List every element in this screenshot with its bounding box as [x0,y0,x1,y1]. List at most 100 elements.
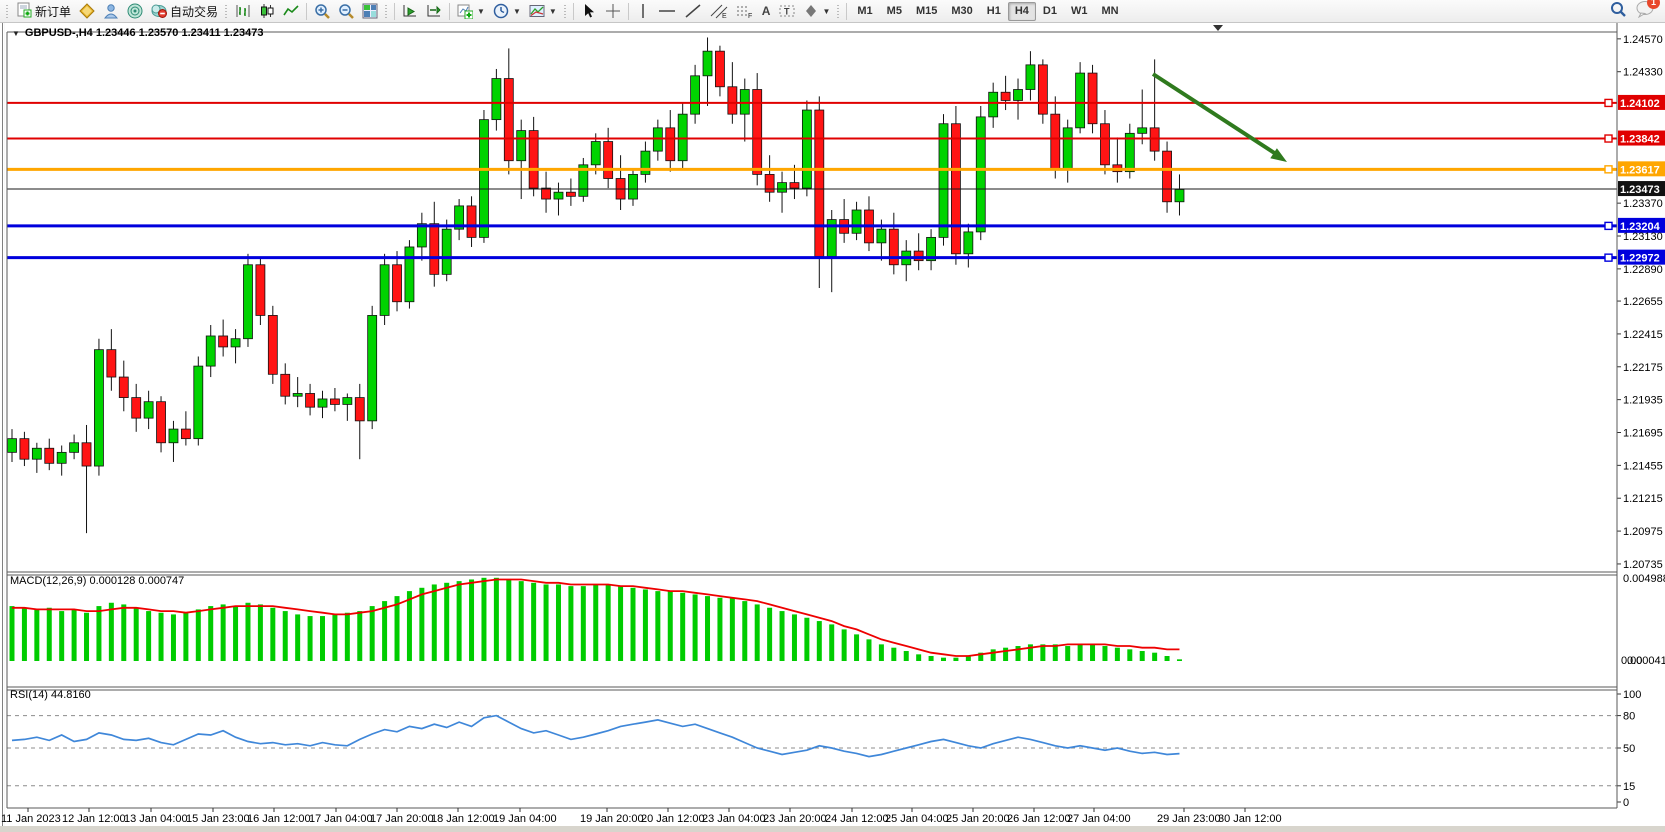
macd-histogram-bar [332,614,338,661]
candle-body [131,397,142,419]
time-axis-label: 13 Jan 04:00 [124,813,188,825]
text-tool-icon[interactable]: A [761,4,771,18]
new-chart-dropdown[interactable]: ▼ [453,1,489,21]
candle-body [44,447,55,464]
price-line-badge [1618,161,1665,177]
candle-body [739,89,750,115]
candle-body [715,50,725,88]
candle-body [180,428,191,440]
candle-body [1075,72,1086,129]
timeframe-button-m5[interactable]: M5 [886,5,902,17]
tile-windows-icon[interactable] [358,1,382,21]
zoom-out-icon[interactable] [334,1,358,21]
candle-body [926,236,936,262]
current-price-badge-label: 1.23473 [1620,184,1660,196]
search-icon[interactable] [1609,0,1627,23]
chart-dropdown-arrow[interactable]: ▼ [12,28,20,38]
signals-icon[interactable] [123,1,147,21]
chart-shift-marker[interactable] [1213,25,1223,31]
timeframe-button-h1[interactable]: H1 [986,5,1001,17]
templates-dropdown[interactable]: ▼ [525,1,561,21]
macd-histogram-bar [642,589,648,661]
candle-body [94,349,104,467]
line-drag-handle[interactable] [1604,134,1613,143]
macd-histogram-bar [705,596,711,661]
timeframe-button-h4[interactable]: H4 [1007,1,1036,21]
candle-body [292,393,303,397]
toolbar-grip [836,3,842,19]
candle-body [516,130,527,162]
line-drag-handle[interactable] [1604,165,1613,174]
macd-histogram-bar [1152,652,1158,661]
candlestick-mode-icon[interactable] [255,1,279,21]
chart-shift-icon[interactable] [422,1,446,21]
text-label-tool-icon[interactable]: T [774,1,800,21]
svg-text:E: E [722,13,727,19]
vertical-line-tool-icon[interactable] [632,1,654,21]
fibonacci-tool-icon[interactable]: F [732,1,758,21]
macd-histogram-bar [133,607,139,661]
bar-chart-mode-icon[interactable] [231,1,255,21]
autotrading-button[interactable]: 自动交易 [147,1,222,21]
new-order-button[interactable]: 新订单 [12,1,75,21]
trendline-tool-icon[interactable] [680,1,706,21]
timeframe-button-w1[interactable]: W1 [1070,5,1088,17]
macd-histogram-bar [543,584,549,661]
price-axis-label: 1.21695 [1623,428,1663,440]
macd-histogram-bar [891,647,897,661]
cursor-tool-icon[interactable] [577,1,601,21]
trend-arrow-head [1270,148,1287,162]
macd-histogram-bar [46,607,52,661]
horizontal-line-tool-icon[interactable] [654,1,680,21]
arrows-tool-dropdown[interactable]: ▼ [800,1,834,21]
time-axis-label: 12 Jan 12:00 [62,813,126,825]
price-line-badge [1618,217,1665,233]
price-axis-label: 1.20735 [1623,559,1663,571]
timeframe-button-d1[interactable]: D1 [1042,5,1057,17]
caret-down-icon: ▼ [822,6,831,16]
candle-body [205,335,216,367]
macd-histogram-bar [754,604,760,661]
candle-body [19,438,30,460]
price-line-badge-label: 1.24102 [1620,98,1660,110]
crosshair-tool-icon[interactable] [601,1,625,21]
candle-body [193,365,204,440]
macd-histogram-bar [245,602,251,661]
line-drag-handle[interactable] [1604,221,1613,231]
candle-body [603,141,614,179]
price-axis-label: 1.21215 [1623,493,1663,505]
autoscroll-icon[interactable] [398,1,422,21]
candle-body [1062,127,1073,170]
timeframe-button-m15[interactable]: M15 [915,5,938,17]
macd-histogram-bar [878,644,884,661]
line-drag-handle[interactable] [1604,98,1613,108]
caret-down-icon: ▼ [512,6,521,16]
community-icon[interactable] [99,1,123,21]
candle-body [1124,132,1135,173]
time-axis-label: 27 Jan 04:00 [1067,813,1131,825]
notifications-icon[interactable]: 1 [1635,0,1660,23]
macd-histogram-bar [568,586,574,661]
timeframe-button-m30[interactable]: M30 [951,5,973,17]
trend-arrow-annotation[interactable] [1151,72,1278,156]
line-chart-mode-icon[interactable] [279,1,303,21]
macd-histogram-bar [804,617,810,661]
timeframe-button-mn[interactable]: MN [1101,5,1119,17]
macd-histogram-bar [369,606,375,661]
periods-clock-dropdown[interactable]: ▼ [489,1,525,21]
line-drag-handle[interactable] [1604,253,1613,262]
candle-body [528,130,539,189]
metaeditor-icon[interactable] [75,1,99,21]
zoom-in-icon[interactable] [310,1,334,21]
candle-body [777,182,787,193]
channel-tool-icon[interactable]: E [706,1,732,21]
macd-histogram-bar [692,594,698,661]
macd-histogram-bar [357,611,363,661]
candle-body [963,231,974,255]
toolbar-grip [562,3,568,19]
macd-histogram-bar [1040,644,1046,661]
candle-body [578,164,589,197]
candle-body [429,223,440,275]
timeframe-button-m1[interactable]: M1 [857,5,873,17]
